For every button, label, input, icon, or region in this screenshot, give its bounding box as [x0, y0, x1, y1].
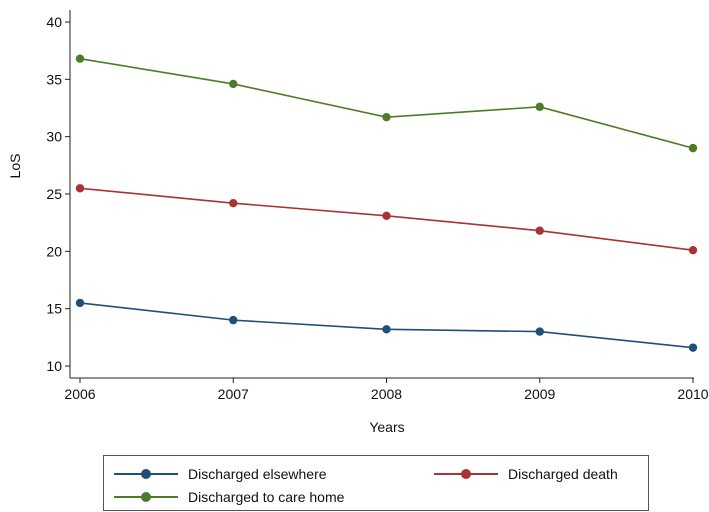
- data-point: [382, 112, 391, 122]
- line-chart: 10 15 20 25 30 35 40 2006 2007 2008 2009 2010 LoS Y…: [7, 10, 709, 435]
- data-point: [688, 245, 698, 255]
- legend-swatch-icon: [114, 468, 178, 480]
- data-point: [688, 343, 698, 352]
- y-axis-label: LoS: [7, 154, 23, 179]
- data-point: [229, 198, 238, 208]
- legend-label: Discharged death: [508, 466, 618, 482]
- series-marks: [75, 54, 698, 352]
- y-tick-label: 25: [46, 186, 62, 202]
- y-tick-label: 30: [46, 129, 62, 145]
- x-tick-label: 2008: [371, 386, 402, 402]
- series-line: [79, 57, 694, 149]
- data-point: [382, 211, 391, 220]
- legend-label: Discharged to care home: [188, 489, 345, 505]
- data-point: [535, 327, 544, 336]
- data-point: [229, 315, 238, 325]
- y-tick-label: 20: [46, 243, 62, 259]
- data-point: [75, 54, 85, 63]
- x-axis-label: Years: [369, 419, 404, 435]
- legend-item-discharged-death: Discharged death: [434, 466, 618, 482]
- legend-swatch-icon: [114, 491, 178, 503]
- data-point: [229, 79, 238, 89]
- legend: Discharged elsewhere Discharged death Di…: [103, 455, 649, 511]
- y-tick-label: 10: [46, 358, 62, 374]
- y-tick-label: 35: [46, 71, 62, 87]
- x-tick-label: 2007: [218, 386, 249, 402]
- legend-label: Discharged elsewhere: [188, 466, 327, 482]
- y-tick-label: 40: [46, 14, 62, 30]
- x-tick-label: 2006: [64, 386, 95, 402]
- data-point: [535, 226, 544, 235]
- data-point: [688, 143, 698, 153]
- legend-item-discharged-to-care-home: Discharged to care home: [114, 489, 344, 505]
- data-point: [75, 298, 85, 308]
- data-point: [535, 102, 544, 112]
- x-tick-label: 2010: [677, 386, 708, 402]
- legend-swatch-icon: [434, 468, 498, 480]
- y-tick-label: 15: [46, 301, 62, 317]
- x-tick-label: 2009: [524, 386, 555, 402]
- legend-item-discharged-elsewhere: Discharged elsewhere: [114, 466, 327, 482]
- data-point: [382, 325, 391, 334]
- axes: 10 15 20 25 30 35 40 2006 2007 2008 2009 2010: [46, 10, 709, 402]
- data-point: [75, 184, 85, 193]
